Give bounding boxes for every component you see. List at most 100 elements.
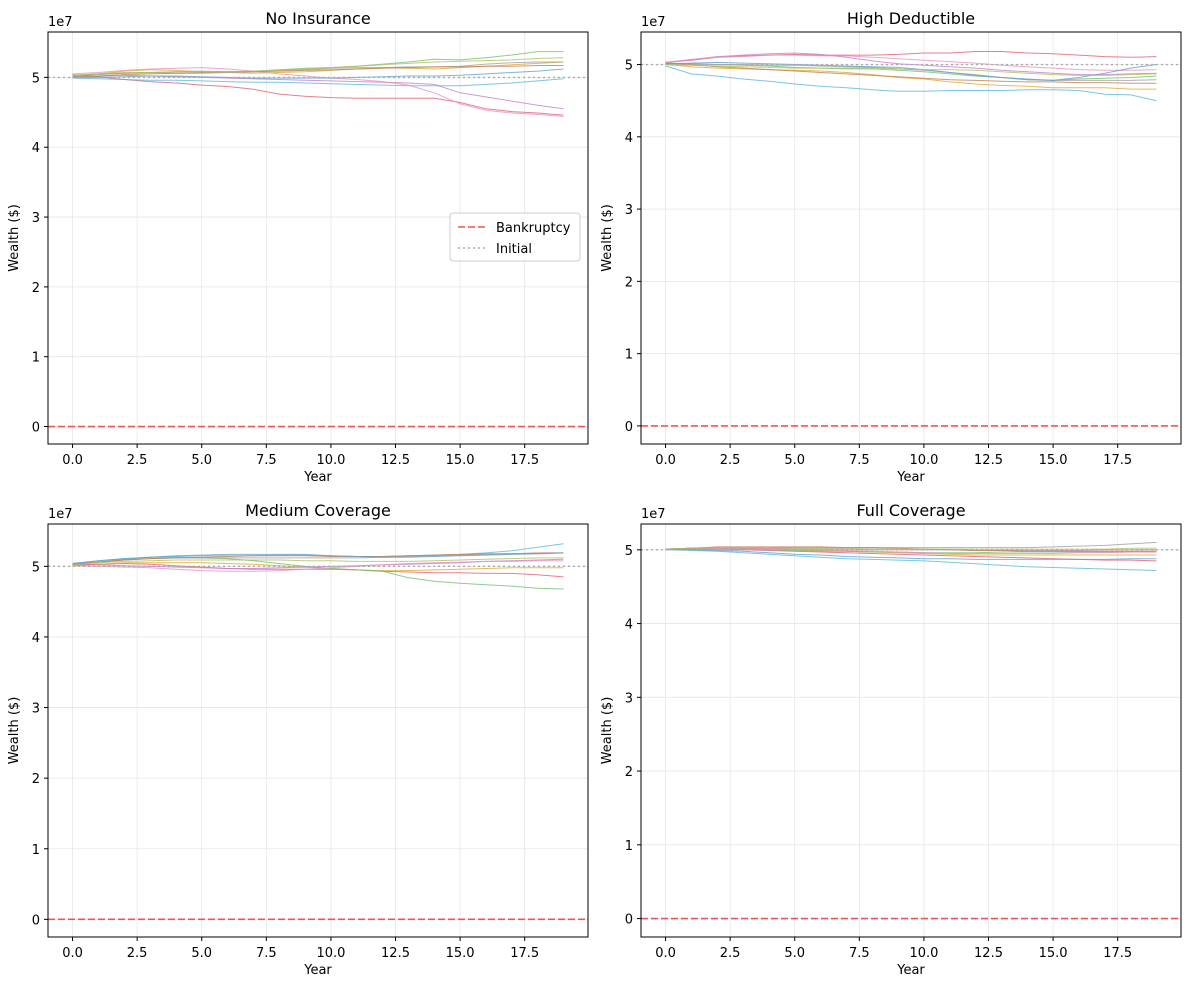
series-group (641, 541, 1181, 920)
series-line-6 (72, 560, 564, 572)
series-group (48, 51, 588, 428)
series-line-9 (72, 68, 564, 79)
series-line-3 (665, 62, 1157, 81)
y-tick-label: 4 (32, 141, 40, 156)
series-line-10 (72, 57, 564, 76)
y-tick-label: 3 (625, 691, 633, 706)
series-line-4 (72, 77, 564, 87)
offset-text: 1e7 (48, 507, 73, 522)
y-tick-label: 2 (32, 281, 40, 296)
x-tick-label: 12.5 (974, 946, 1003, 961)
offset-text: 1e7 (48, 15, 73, 30)
series-line-4 (665, 65, 1157, 102)
series-group (641, 51, 1181, 427)
y-tick-label: 1 (32, 351, 40, 366)
offset-text: 1e7 (641, 507, 666, 522)
legend-initial-label: Initial (496, 242, 532, 257)
x-tick-label: 7.5 (256, 946, 277, 961)
y-axis-label: Wealth ($) (7, 697, 22, 765)
x-axis-label: Year (896, 963, 925, 978)
x-tick-label: 12.5 (381, 453, 410, 468)
y-tick-label: 0 (625, 913, 633, 928)
x-tick-label: 5.0 (191, 946, 212, 961)
y-tick-label: 3 (32, 211, 40, 226)
series-line-9 (665, 61, 1157, 81)
x-axis-label: Year (896, 470, 925, 485)
x-tick-label: 12.5 (974, 453, 1003, 468)
axes-frame (640, 523, 1182, 938)
chart-title: Medium Coverage (245, 501, 391, 520)
x-tick-label: 15.0 (446, 453, 475, 468)
series-line-8 (665, 62, 1157, 84)
y-tick-label: 1 (32, 843, 40, 858)
y-tick-label: 1 (625, 839, 633, 854)
y-tick-label: 4 (32, 631, 40, 646)
legend-box (449, 212, 581, 262)
x-tick-label: 5.0 (191, 453, 212, 468)
x-tick-label: 15.0 (1039, 946, 1068, 961)
series-line-10 (665, 547, 1157, 550)
x-tick-label: 10.0 (316, 946, 345, 961)
x-tick-label: 0.0 (655, 946, 676, 961)
x-tick-label: 7.5 (256, 453, 277, 468)
y-tick-label: 0 (32, 913, 40, 928)
chart-title: Full Coverage (856, 501, 965, 520)
panel-2: 0.0 2.5 5.0 7.5 10.0 12.5 15.0 17.5 0 1 2 3 4 5 1e7 Hig… (600, 9, 1182, 485)
series-group (48, 543, 588, 921)
x-axis-label: Year (303, 963, 332, 978)
panel-3: 0.0 2.5 5.0 7.5 10.0 12.5 15.0 17.5 0 1 2 3 4 5 1e7 Med… (7, 501, 589, 978)
series-line-6 (665, 54, 1157, 71)
x-tick-label: 0.0 (62, 946, 83, 961)
axes-frame (47, 523, 589, 938)
x-tick-label: 15.0 (1039, 453, 1068, 468)
x-tick-label: 7.5 (849, 453, 870, 468)
y-tick-label: 5 (625, 59, 633, 74)
panel-1: 0.0 2.5 5.0 7.5 10.0 12.5 15.0 17.5 0 1 2 3 4 5 1e7 No … (7, 9, 589, 485)
series-line-1 (72, 562, 564, 578)
x-tick-label: 2.5 (127, 453, 148, 468)
x-axis-label: Year (303, 470, 332, 485)
offset-text: 1e7 (641, 15, 666, 30)
series-line-10 (72, 557, 564, 566)
series-line-8 (72, 552, 564, 565)
x-tick-label: 2.5 (720, 946, 741, 961)
y-tick-label: 5 (32, 71, 40, 86)
series-line-6 (665, 547, 1157, 554)
y-tick-label: 3 (625, 203, 633, 218)
legend-bankruptcy-label: Bankruptcy (496, 221, 571, 236)
y-tick-label: 0 (625, 420, 633, 435)
panel-4: 0.0 2.5 5.0 7.5 10.0 12.5 15.0 17.5 0 1 2 3 4 5 1e7 Ful… (600, 501, 1182, 978)
y-axis-label: Wealth ($) (600, 697, 615, 765)
y-tick-label: 0 (32, 421, 40, 436)
series-line-1 (665, 51, 1157, 63)
x-tick-label: 15.0 (446, 946, 475, 961)
y-tick-label: 2 (32, 772, 40, 787)
y-tick-label: 4 (625, 131, 633, 146)
series-line-10 (665, 64, 1157, 76)
y-tick-label: 5 (625, 544, 633, 559)
axes-frame (640, 31, 1182, 445)
x-tick-label: 5.0 (784, 946, 805, 961)
chart-title: High Deductible (847, 9, 975, 28)
x-tick-label: 0.0 (62, 453, 83, 468)
y-tick-label: 2 (625, 765, 633, 780)
x-tick-label: 2.5 (127, 946, 148, 961)
y-tick-label: 2 (625, 275, 633, 290)
series-line-9 (665, 548, 1157, 560)
axes-frame (47, 31, 589, 445)
series-line-1 (72, 74, 564, 116)
x-tick-label: 10.0 (909, 453, 938, 468)
series-line-8 (72, 65, 564, 78)
y-tick-label: 3 (32, 702, 40, 717)
legend: Bankruptcy Initial (449, 212, 581, 262)
series-line-9 (72, 552, 564, 564)
x-tick-label: 17.5 (1103, 453, 1132, 468)
x-tick-label: 2.5 (720, 453, 741, 468)
x-tick-label: 0.0 (655, 453, 676, 468)
x-tick-label: 17.5 (1103, 946, 1132, 961)
y-tick-label: 5 (32, 560, 40, 575)
y-tick-label: 4 (625, 618, 633, 633)
x-tick-label: 10.0 (909, 946, 938, 961)
